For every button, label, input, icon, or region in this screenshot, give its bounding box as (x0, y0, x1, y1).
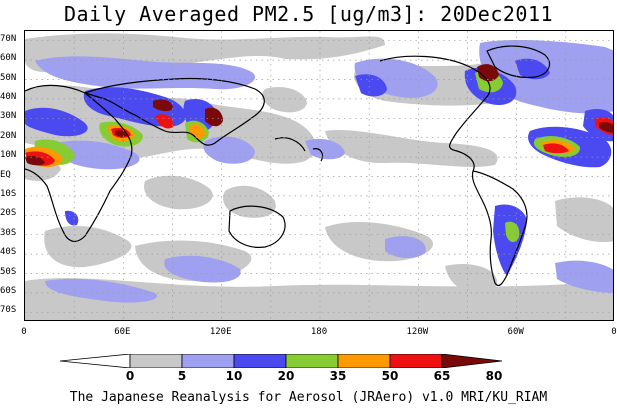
pm25-map-canvas (25, 31, 613, 320)
colorbar-segment (233, 354, 287, 368)
coastline-3 (274, 137, 324, 162)
coastline-4 (379, 55, 491, 172)
darkred-region-5 (599, 122, 613, 133)
latitude-label: 40N (0, 91, 17, 102)
latitude-label: EQ (0, 169, 11, 180)
blue-region-3 (355, 74, 387, 97)
coastline-5 (471, 170, 528, 287)
colorbar-segment (337, 354, 391, 368)
colorbar-tick-label: 35 (329, 369, 347, 383)
green-region-5 (505, 221, 520, 243)
longitude-label: 120E (209, 327, 232, 337)
lightblue-region-2 (203, 136, 255, 164)
map-title: Daily Averaged PM2.5 [ug/m3]: 20Dec2011 (63, 2, 554, 26)
grey-region-9 (144, 175, 213, 210)
darkred-region-0 (25, 155, 45, 166)
grey-region-8 (25, 278, 613, 320)
latitude-label: 30S (0, 227, 17, 238)
colorbar-tick-label: 50 (381, 369, 399, 383)
latitude-label: 70S (0, 305, 17, 316)
pm25-map (24, 30, 614, 321)
latitude-label: 10N (0, 150, 17, 161)
red-region-2 (155, 114, 174, 129)
blue-region-5 (515, 58, 550, 80)
latitude-label: 20S (0, 208, 17, 219)
latitude-label: 30N (0, 111, 17, 122)
lightblue-region-6 (385, 236, 426, 259)
colorbar-tick-label: 0 (125, 369, 135, 383)
darkred-region-3 (205, 107, 223, 127)
latitude-label: 20N (0, 130, 17, 141)
grey-region-7 (445, 263, 497, 294)
latitude-label: 50S (0, 266, 17, 277)
longitude-label: 60E (114, 327, 131, 337)
blue-region-9 (65, 210, 79, 226)
blue-region-0 (25, 107, 88, 137)
grey-region-11 (555, 197, 613, 242)
colorbar-segment (389, 354, 443, 368)
lightblue-region-0 (35, 56, 256, 90)
colorbar-segment (181, 354, 235, 368)
latitude-label: 10S (0, 188, 17, 199)
colorbar-tick-label: 80 (485, 369, 503, 383)
colorbar-tick-label: 65 (433, 369, 451, 383)
grey-region-12 (262, 86, 307, 113)
red-region-3 (543, 143, 569, 154)
longitude-label: 60W (507, 327, 524, 337)
lightblue-region-9 (305, 138, 345, 160)
darkred-region-4 (477, 64, 499, 82)
longitude-label: 120W (406, 327, 429, 337)
colorbar-upper-arrow (441, 354, 503, 368)
latitude-label: 60N (0, 53, 17, 64)
longitude-label: 180 (310, 327, 328, 337)
colorbar-tick-label: 5 (177, 369, 187, 383)
darkred-region-2 (153, 99, 173, 112)
latitude-label: 50N (0, 72, 17, 83)
grey-region-10 (223, 185, 276, 218)
colorbar (60, 354, 503, 368)
colorbar-tick-label: 20 (277, 369, 295, 383)
lightblue-region-8 (555, 260, 613, 293)
lightblue-region-1 (54, 140, 140, 170)
map-footer: The Japanese Reanalysis for Aerosol (JRA… (69, 390, 548, 405)
latitude-label: 60S (0, 285, 17, 296)
coastline-6 (486, 45, 550, 79)
longitude-label: 0 (21, 327, 27, 337)
coastline-1 (84, 77, 265, 146)
coastline-2 (228, 205, 286, 248)
longitude-label: 0 (611, 327, 617, 337)
coastline-0 (25, 84, 133, 243)
latitude-label: 70N (0, 33, 17, 44)
colorbar-tick-label: 10 (225, 369, 243, 383)
colorbar-lower-arrow (60, 354, 131, 368)
colorbar-segment (129, 354, 183, 368)
latitude-label: 40S (0, 247, 17, 258)
colorbar-segment (285, 354, 339, 368)
grey-region-2 (325, 129, 498, 167)
lightblue-region-7 (45, 278, 157, 303)
